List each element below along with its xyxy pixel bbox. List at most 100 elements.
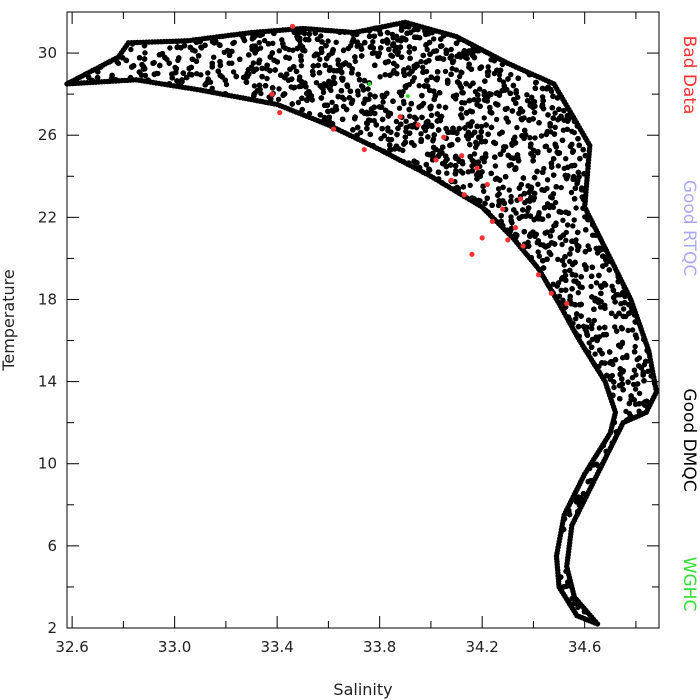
dmqc-point	[632, 386, 639, 392]
dmqc-point	[512, 166, 518, 172]
dmqc-point	[355, 71, 361, 78]
dmqc-point	[250, 60, 257, 66]
dmqc-point	[392, 146, 398, 152]
dmqc-point	[583, 264, 589, 270]
dmqc-point	[329, 50, 335, 56]
dmqc-point	[625, 379, 631, 385]
dmqc-point	[575, 247, 581, 253]
dmqc-point	[322, 82, 329, 89]
dmqc-point	[193, 58, 200, 64]
dmqc-point	[569, 271, 576, 278]
dmqc-point	[329, 99, 335, 106]
dmqc-point	[510, 82, 517, 89]
dmqc-point	[339, 69, 345, 76]
dmqc-point	[367, 131, 373, 138]
dmqc-point	[453, 67, 459, 73]
dmqc-point	[458, 106, 465, 112]
dmqc-point	[301, 30, 308, 37]
dmqc-point	[204, 80, 210, 86]
y-tick-label: 26	[38, 126, 57, 144]
y-tick-label: 22	[38, 208, 57, 226]
dmqc-point	[508, 225, 515, 232]
dmqc-point	[325, 108, 331, 115]
dmqc-point	[418, 131, 424, 137]
dmqc-point	[528, 141, 534, 147]
dmqc-point	[588, 344, 595, 350]
dmqc-point	[535, 181, 541, 187]
dmqc-point	[488, 124, 495, 131]
dmqc-point	[435, 127, 442, 133]
dmqc-point	[244, 70, 251, 77]
dmqc-point	[294, 45, 301, 52]
dmqc-point	[298, 83, 304, 89]
dmqc-point	[378, 135, 384, 142]
dmqc-point	[453, 40, 460, 46]
dmqc-point	[445, 129, 451, 135]
dmqc-point	[603, 257, 609, 263]
dmqc-point	[514, 232, 520, 238]
dmqc-point	[619, 369, 626, 375]
dmqc-point	[586, 246, 593, 253]
dmqc-point	[550, 115, 556, 121]
dmqc-point	[435, 169, 442, 175]
dmqc-point	[423, 161, 429, 168]
dmqc-point	[482, 78, 488, 84]
dmqc-point	[198, 72, 204, 78]
dmqc-point	[346, 62, 352, 68]
dmqc-point	[418, 137, 424, 143]
dmqc-point	[519, 133, 525, 139]
dmqc-point	[597, 247, 603, 253]
dmqc-point	[317, 112, 323, 118]
dmqc-point	[531, 99, 537, 105]
dmqc-point	[535, 249, 541, 255]
dmqc-point	[396, 89, 403, 96]
dmqc-point	[534, 168, 540, 175]
dmqc-point	[606, 267, 612, 273]
dmqc-point	[364, 120, 370, 126]
dmqc-point	[555, 163, 561, 169]
dmqc-point	[576, 142, 582, 148]
dmqc-point	[485, 64, 491, 70]
dmqc-point	[511, 207, 517, 213]
dmqc-point	[246, 52, 252, 58]
dmqc-point	[539, 216, 546, 222]
dmqc-point	[294, 33, 300, 40]
dmqc-point	[318, 49, 325, 55]
dmqc-point	[449, 141, 455, 148]
dmqc-point	[611, 294, 617, 301]
dmqc-point	[542, 244, 549, 250]
dmqc-point	[217, 72, 223, 79]
dmqc-point	[645, 368, 651, 374]
dmqc-point	[371, 33, 377, 39]
dmqc-point	[319, 39, 325, 45]
dmqc-point	[478, 129, 484, 135]
dmqc-point	[398, 54, 405, 60]
dmqc-point	[426, 57, 432, 64]
dmqc-point	[562, 272, 569, 279]
dmqc-point	[288, 84, 294, 90]
dmqc-point	[402, 134, 409, 140]
dmqc-point	[380, 99, 386, 105]
dmqc-point	[567, 251, 573, 257]
dmqc-point	[574, 180, 580, 186]
dmqc-point	[406, 130, 413, 136]
dmqc-point	[258, 90, 264, 97]
dmqc-point	[540, 169, 546, 175]
dmqc-point	[562, 268, 568, 275]
dmqc-point	[531, 216, 537, 223]
dmqc-point	[549, 105, 555, 111]
dmqc-point	[354, 39, 361, 45]
dmqc-point	[536, 210, 542, 216]
dmqc-point	[202, 42, 208, 49]
dmqc-point	[430, 138, 436, 144]
dmqc-point	[67, 81, 73, 87]
dmqc-point	[550, 156, 557, 162]
dmqc-point	[304, 97, 310, 103]
x-tick-label: 34.6	[568, 638, 601, 656]
dmqc-point	[516, 215, 522, 221]
dmqc-point	[384, 37, 390, 43]
dmqc-point	[189, 72, 195, 78]
dmqc-point	[243, 79, 250, 85]
dmqc-point	[552, 222, 559, 228]
